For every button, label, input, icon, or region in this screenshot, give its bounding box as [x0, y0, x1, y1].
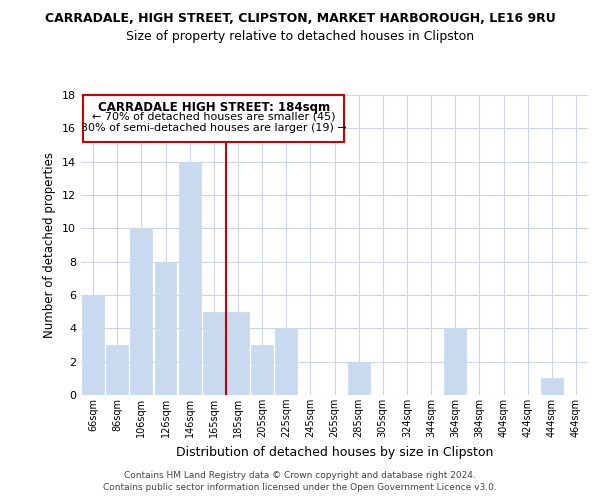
Bar — [82, 295, 104, 395]
Bar — [227, 312, 249, 395]
Bar — [155, 262, 176, 395]
Bar — [445, 328, 466, 395]
Bar — [106, 345, 128, 395]
Bar — [203, 312, 224, 395]
Bar — [541, 378, 563, 395]
Text: Size of property relative to detached houses in Clipston: Size of property relative to detached ho… — [126, 30, 474, 43]
Text: 30% of semi-detached houses are larger (19) →: 30% of semi-detached houses are larger (… — [81, 124, 347, 134]
Text: Contains HM Land Registry data © Crown copyright and database right 2024.: Contains HM Land Registry data © Crown c… — [124, 471, 476, 480]
Text: Contains public sector information licensed under the Open Government Licence v3: Contains public sector information licen… — [103, 484, 497, 492]
Bar — [275, 328, 297, 395]
Text: CARRADALE, HIGH STREET, CLIPSTON, MARKET HARBOROUGH, LE16 9RU: CARRADALE, HIGH STREET, CLIPSTON, MARKET… — [44, 12, 556, 26]
Y-axis label: Number of detached properties: Number of detached properties — [43, 152, 56, 338]
Text: CARRADALE HIGH STREET: 184sqm: CARRADALE HIGH STREET: 184sqm — [98, 101, 330, 114]
X-axis label: Distribution of detached houses by size in Clipston: Distribution of detached houses by size … — [176, 446, 493, 458]
Bar — [130, 228, 152, 395]
Text: ← 70% of detached houses are smaller (45): ← 70% of detached houses are smaller (45… — [92, 112, 335, 122]
Bar — [179, 162, 200, 395]
Bar — [348, 362, 370, 395]
FancyBboxPatch shape — [83, 95, 344, 142]
Bar — [251, 345, 273, 395]
